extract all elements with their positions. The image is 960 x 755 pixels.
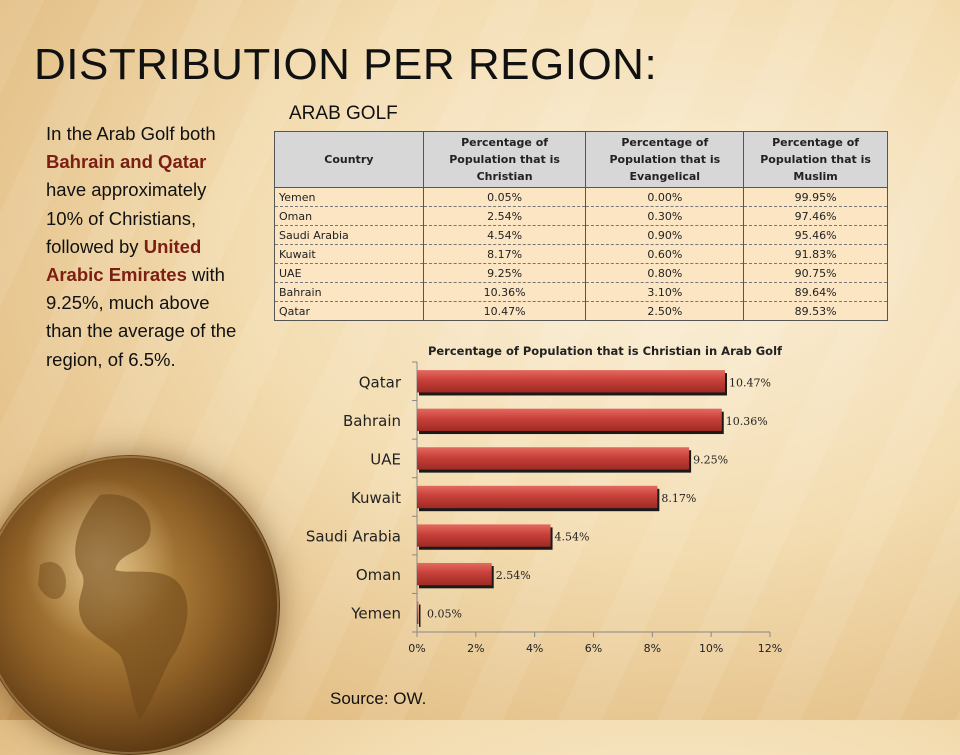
bar-chart: Percentage of Population that is Christi… bbox=[306, 344, 783, 655]
description-part: have approximately 10% of Christians, fo… bbox=[46, 179, 207, 257]
table-cell: 0.00% bbox=[585, 187, 745, 207]
column-header: Percentage of Population that is Evangel… bbox=[585, 131, 745, 188]
category-label: Saudi Arabia bbox=[306, 528, 401, 546]
table-row: Saudi Arabia 4.54% 0.90% 95.46% bbox=[274, 225, 888, 245]
data-label: 8.17% bbox=[661, 492, 696, 505]
bar bbox=[417, 485, 658, 509]
category-label: Bahrain bbox=[343, 412, 401, 430]
table-cell: 0.05% bbox=[422, 187, 587, 207]
table-cell: Kuwait bbox=[274, 244, 424, 264]
source-note: Source: OW. bbox=[330, 689, 427, 708]
table-cell: Saudi Arabia bbox=[274, 225, 424, 245]
table-cell: UAE bbox=[274, 263, 424, 283]
table-row: UAE 9.25% 0.80% 90.75% bbox=[274, 263, 888, 283]
table-cell: 4.54% bbox=[422, 225, 587, 245]
table-cell: Yemen bbox=[274, 187, 424, 207]
table-cell: Qatar bbox=[274, 301, 424, 321]
x-tick-label: 4% bbox=[526, 642, 543, 655]
column-header: Country bbox=[274, 131, 424, 188]
table-cell: 97.46% bbox=[743, 206, 888, 226]
table-row: Qatar 10.47% 2.50% 89.53% bbox=[274, 301, 888, 321]
table-row: Yemen 0.05% 0.00% 99.95% bbox=[274, 187, 888, 207]
table-cell: 90.75% bbox=[743, 263, 888, 283]
table-cell: 99.95% bbox=[743, 187, 888, 207]
bar bbox=[417, 601, 419, 624]
category-label: Yemen bbox=[350, 605, 401, 623]
slide-title: DISTRIBUTION PER REGION: bbox=[34, 40, 658, 89]
table-cell: 0.30% bbox=[585, 206, 745, 226]
bar bbox=[417, 408, 722, 432]
table-cell: 8.17% bbox=[422, 244, 587, 264]
category-label: UAE bbox=[370, 450, 401, 468]
chart-title: Percentage of Population that is Christi… bbox=[428, 344, 783, 358]
bar bbox=[417, 370, 725, 393]
data-label: 4.54% bbox=[555, 531, 590, 544]
column-header: Percentage of Population that is Christi… bbox=[422, 131, 587, 188]
table-row: Kuwait 8.17% 0.60% 91.83% bbox=[274, 244, 888, 264]
table-cell: 9.25% bbox=[422, 263, 587, 283]
globe-image bbox=[0, 455, 280, 755]
x-tick-label: 10% bbox=[699, 642, 723, 655]
table-row: Bahrain 10.36% 3.10% 89.64% bbox=[274, 282, 888, 302]
table-cell: 10.36% bbox=[422, 282, 587, 302]
x-tick-label: 6% bbox=[585, 642, 602, 655]
description-part: with 9.25%, much above than the average … bbox=[46, 264, 237, 370]
table-cell: 2.50% bbox=[585, 301, 745, 321]
description-text: In the Arab Golf both Bahrain and Qatar … bbox=[46, 120, 246, 374]
table-cell: 0.90% bbox=[585, 225, 745, 245]
x-tick-label: 2% bbox=[467, 642, 484, 655]
table-cell: 2.54% bbox=[422, 206, 587, 226]
category-label: Kuwait bbox=[351, 489, 401, 507]
data-label: 10.47% bbox=[729, 376, 771, 389]
category-label: Oman bbox=[356, 566, 401, 584]
table-cell: 91.83% bbox=[743, 244, 888, 264]
x-tick-label: 0% bbox=[408, 642, 425, 655]
x-tick-label: 8% bbox=[644, 642, 661, 655]
slide-subtitle: ARAB GOLF bbox=[289, 103, 398, 124]
table-cell: 89.64% bbox=[743, 282, 888, 302]
description-highlight: United Arabic Emirates bbox=[46, 235, 202, 286]
data-label: 0.05% bbox=[427, 608, 462, 621]
table-cell: 3.10% bbox=[585, 282, 745, 302]
column-header: Percentage of Population that is Muslim bbox=[743, 131, 888, 188]
x-tick-label: 12% bbox=[758, 642, 782, 655]
table-cell: 95.46% bbox=[743, 225, 888, 245]
data-label: 10.36% bbox=[726, 415, 768, 428]
bar-shadow bbox=[419, 604, 421, 627]
data-table: Country Percentage of Population that is… bbox=[274, 131, 888, 321]
data-label: 2.54% bbox=[496, 569, 531, 582]
bar bbox=[417, 562, 492, 586]
table-cell: Oman bbox=[274, 206, 424, 226]
table-cell: 0.60% bbox=[585, 244, 745, 264]
table-cell: 0.80% bbox=[585, 263, 745, 283]
data-label: 9.25% bbox=[693, 453, 728, 466]
category-label: Qatar bbox=[359, 373, 402, 391]
table-cell: 89.53% bbox=[743, 301, 888, 321]
description-part: In the Arab Golf both bbox=[46, 123, 216, 144]
table-cell: 10.47% bbox=[422, 301, 587, 321]
bar bbox=[417, 447, 690, 470]
bar bbox=[417, 524, 551, 547]
table-header-row: Country Percentage of Population that is… bbox=[274, 131, 888, 188]
description-highlight: Bahrain and Qatar bbox=[46, 151, 207, 173]
table-cell: Bahrain bbox=[274, 282, 424, 302]
table-row: Oman 2.54% 0.30% 97.46% bbox=[274, 206, 888, 226]
